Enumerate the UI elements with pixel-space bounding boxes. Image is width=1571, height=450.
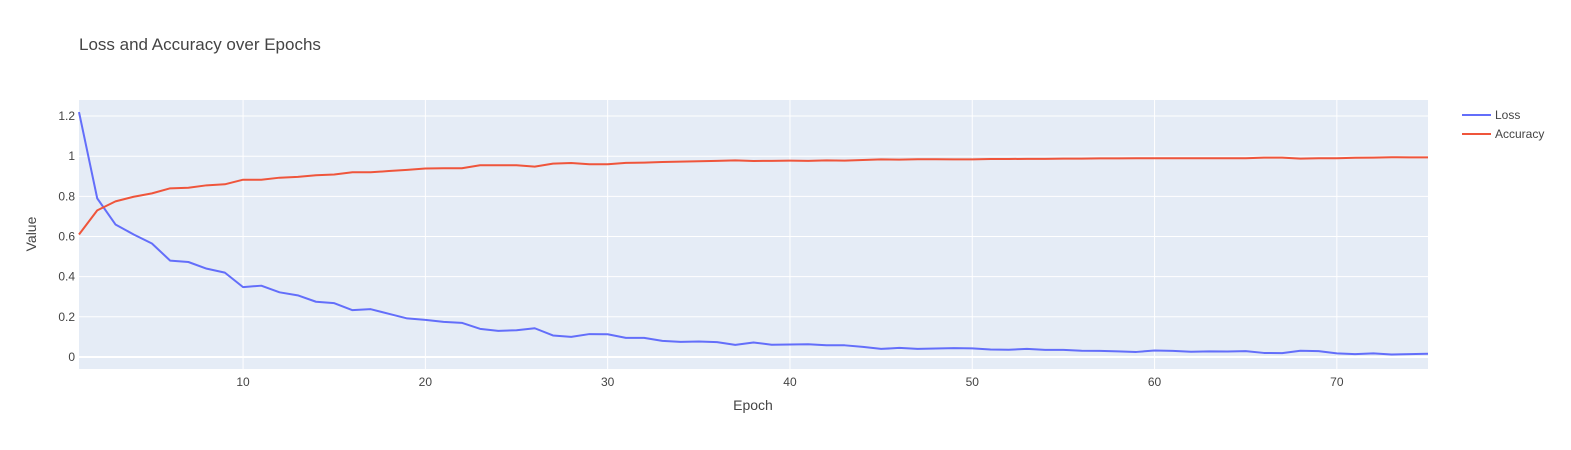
chart-title: Loss and Accuracy over Epochs	[79, 35, 321, 54]
x-tick-label: 40	[783, 375, 797, 389]
tick-labels: 10 20 30 40 50 60 70 0 0.2 0.4 0.6 0.8 1 1.2	[58, 109, 1344, 389]
legend-item-loss[interactable]: Loss	[1462, 108, 1520, 122]
plot-area	[79, 100, 1428, 369]
x-tick-label: 20	[419, 375, 433, 389]
series-line-loss	[78, 111, 1429, 356]
y-tick-label: 0.2	[58, 310, 75, 324]
x-tick-label: 60	[1148, 375, 1162, 389]
y-tick-label: 1	[68, 149, 75, 163]
y-tick-label: 0.6	[58, 230, 75, 244]
x-axis-title: Epoch	[733, 397, 773, 413]
x-tick-label: 50	[966, 375, 980, 389]
y-tick-label: 0.8	[58, 189, 75, 203]
legend-label: Loss	[1495, 108, 1520, 122]
series-lines	[78, 111, 1429, 356]
x-tick-label: 30	[601, 375, 615, 389]
y-tick-label: 0.4	[58, 270, 75, 284]
legend-item-accuracy[interactable]: Accuracy	[1462, 127, 1544, 141]
y-tick-label: 0	[68, 350, 75, 364]
y-tick-label: 1.2	[58, 109, 75, 123]
x-tick-label: 70	[1330, 375, 1344, 389]
x-tick-label: 10	[236, 375, 250, 389]
legend[interactable]: Loss Accuracy	[1462, 108, 1544, 141]
grid	[79, 100, 1428, 369]
legend-label: Accuracy	[1495, 127, 1544, 141]
y-axis-title: Value	[23, 216, 39, 251]
series-line-accuracy	[78, 156, 1428, 236]
